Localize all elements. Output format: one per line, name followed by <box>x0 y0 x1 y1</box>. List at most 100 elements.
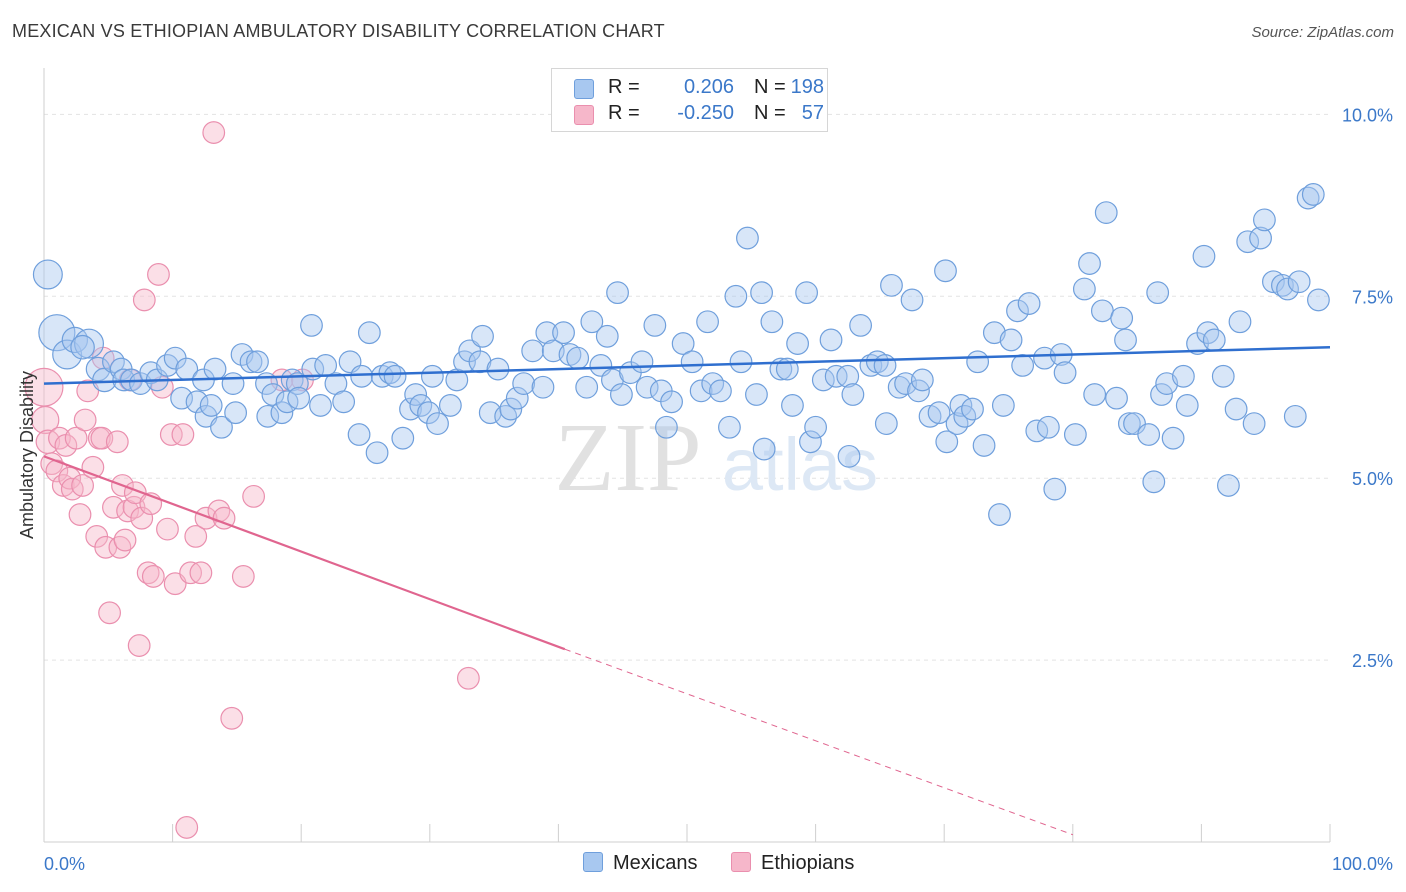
mexican-point <box>894 372 918 396</box>
n-label: N = <box>754 76 786 98</box>
mexican-point <box>438 394 462 417</box>
mexican-point <box>1262 270 1285 294</box>
mexican-point <box>630 350 654 374</box>
ethiopian-point <box>98 601 121 625</box>
mexican-point <box>256 404 280 428</box>
mexican-point <box>918 404 942 428</box>
mexican-point <box>1105 386 1128 410</box>
mexican-point <box>74 328 105 359</box>
mexican-point <box>391 426 415 450</box>
mexican-point <box>1196 321 1220 345</box>
mexican-point <box>1142 470 1166 494</box>
mexican-point <box>309 394 332 417</box>
r-label: R = <box>608 76 640 98</box>
mexican-point <box>210 415 233 439</box>
ethiopian-point <box>184 525 208 548</box>
ethiopian-point <box>73 408 97 432</box>
mexican-point <box>32 259 63 290</box>
mexican-point <box>383 364 407 388</box>
mexican-point <box>724 284 748 308</box>
ethiopians-legend-swatch <box>731 852 751 872</box>
axis-labels: 2.5% 5.0% 7.5% 10.0% 0.0% 100.0% <box>44 105 1393 874</box>
mexican-point <box>230 343 254 366</box>
mexican-point <box>972 434 996 457</box>
mexican-point <box>1006 299 1029 323</box>
ethiopians-legend-label: Ethiopians <box>761 852 855 874</box>
mexican-point <box>1276 277 1299 301</box>
mexican-point <box>1228 310 1252 334</box>
mexican-point <box>239 350 263 374</box>
mexican-point <box>988 503 1011 526</box>
watermark-zip: ZIP <box>555 404 702 512</box>
mexican-point <box>873 354 897 377</box>
ethiopians-swatch <box>574 105 594 125</box>
mexican-point <box>880 273 903 297</box>
mexicans-legend-label: Mexicans <box>613 852 698 874</box>
ethiopian-point <box>127 634 151 657</box>
mexican-point <box>357 321 381 345</box>
mexican-point <box>420 364 444 388</box>
mexican-point <box>580 310 604 334</box>
mexican-point <box>991 394 1015 417</box>
mexicans-r-value: 0.206 <box>683 76 734 98</box>
ethiopian-point <box>156 517 179 541</box>
mexican-point <box>194 404 218 428</box>
mexican-point <box>1192 244 1216 268</box>
mexican-point <box>935 430 959 454</box>
mexican-point <box>535 321 559 345</box>
y-tick-label: 2.5% <box>1352 651 1393 671</box>
axes <box>43 68 1331 843</box>
ethiopian-point <box>64 426 88 450</box>
mexican-point <box>1155 372 1179 396</box>
mexican-point <box>635 375 659 399</box>
mexican-point <box>610 383 633 406</box>
mexican-point <box>1117 412 1141 436</box>
mexican-point <box>1224 397 1248 421</box>
mexican-point <box>1211 364 1235 388</box>
ethiopian-point <box>51 474 75 497</box>
mexican-point <box>837 444 861 468</box>
ethiopian-point <box>113 528 137 552</box>
x-tick-label-min: 0.0% <box>44 854 85 874</box>
mexican-point <box>811 368 835 392</box>
mexican-point <box>52 339 83 370</box>
mexican-point <box>261 383 285 406</box>
ethiopian-point <box>456 666 480 690</box>
mexican-point <box>689 379 713 403</box>
mexican-point <box>1171 364 1195 388</box>
ethiopian-point <box>242 484 266 508</box>
ethiopians-trend-line <box>43 455 566 651</box>
mexican-point <box>1110 306 1134 330</box>
ethiopian-point <box>171 423 195 446</box>
r-label: R = <box>608 102 640 124</box>
ethiopian-point <box>76 379 100 403</box>
ethiopian-point <box>105 430 129 454</box>
mexican-point <box>696 310 719 334</box>
mexican-point <box>531 375 555 399</box>
mexican-point <box>300 313 323 337</box>
mexican-point <box>566 346 590 370</box>
mexican-point <box>718 415 741 439</box>
mexican-point <box>655 415 678 439</box>
mexican-point <box>900 288 924 312</box>
mexicans-points <box>32 183 1330 526</box>
ethiopians-n-value: 57 <box>801 102 824 124</box>
mexican-point <box>199 394 223 417</box>
x-tick-label-max: 100.0% <box>1332 854 1393 874</box>
mexican-point <box>347 423 371 446</box>
mexican-point <box>1150 383 1173 406</box>
mexican-point <box>966 350 990 374</box>
mexican-point <box>1146 281 1170 305</box>
mexican-point <box>709 379 732 403</box>
mexican-point <box>1287 270 1311 294</box>
mexican-point <box>849 313 873 337</box>
mexican-point <box>38 314 76 352</box>
mexican-point <box>1053 361 1077 385</box>
ethiopian-point <box>132 288 156 312</box>
ethiopian-point <box>130 506 154 530</box>
ethiopian-point <box>71 474 94 497</box>
ethiopian-point <box>147 263 170 286</box>
legend-item-ethiopians: Ethiopians <box>731 852 854 875</box>
mexican-point <box>781 394 804 417</box>
